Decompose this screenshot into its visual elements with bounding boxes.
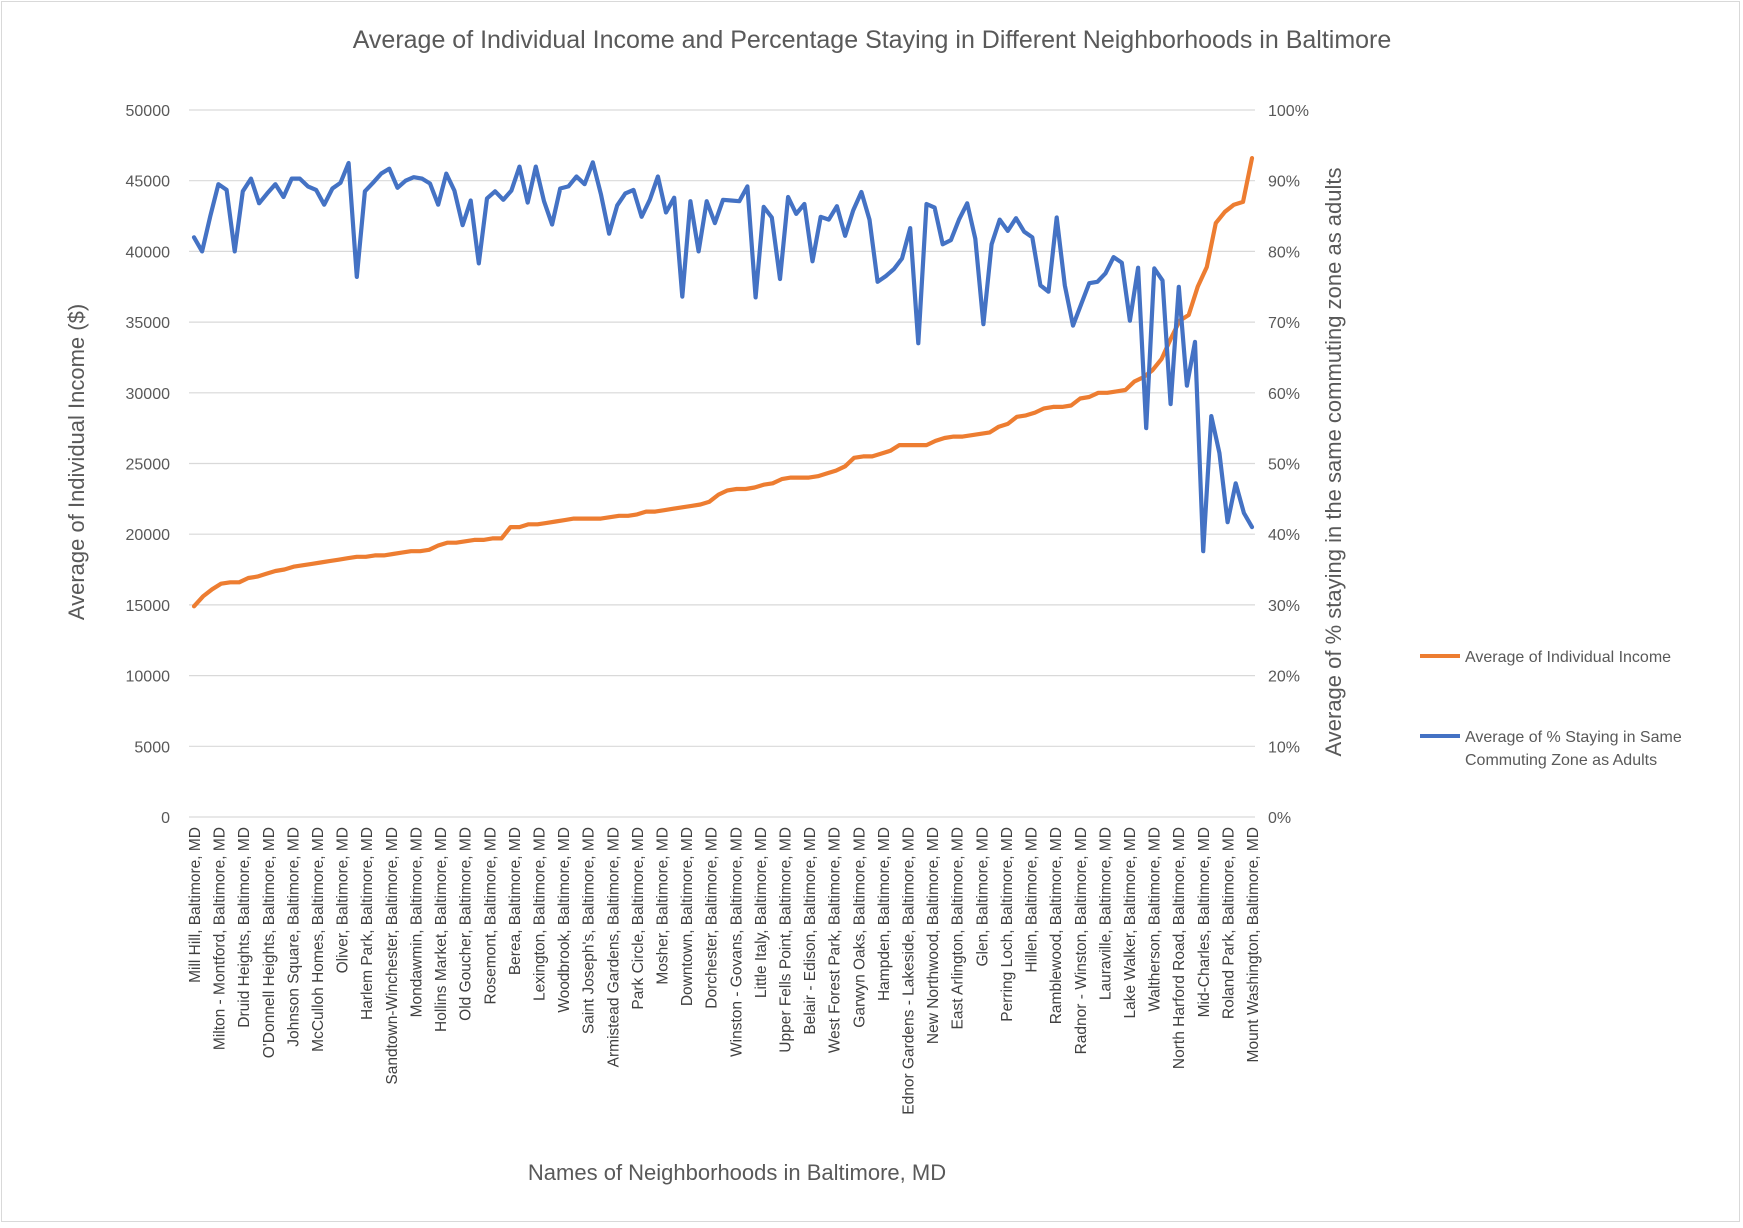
x-tick-label: Sandtown-Winchester, Baltimore, MD xyxy=(384,827,401,1085)
right-axis-ticks: 0% 10% 20% 30% 40% 50% 60% 70% 80% 90% 100% xyxy=(1268,103,1309,827)
x-tick-label: Saint Joseph's, Baltimore, MD xyxy=(581,827,598,1034)
y2-axis-title: Average of % staying in the same commuti… xyxy=(1321,167,1346,756)
x-tick-label: Belair - Edison, Baltimore, MD xyxy=(802,827,819,1035)
x-tick-label: Lauraville, Baltimore, MD xyxy=(1097,827,1114,1000)
x-tick-label: Lake Walker, Baltimore, MD xyxy=(1122,827,1139,1019)
x-tick-label: Johnson Square, Baltimore, MD xyxy=(285,827,302,1047)
y-axis-title: Average of Individual Income ($) xyxy=(64,304,89,620)
x-tick-label: North Harford Road, Baltimore, MD xyxy=(1171,827,1188,1069)
x-tick-label: Rosemont, Baltimore, MD xyxy=(482,827,499,1004)
x-tick-label: Druid Heights, Baltimore, MD xyxy=(236,827,253,1028)
x-tick-label: Winston - Govans, Baltimore, MD xyxy=(728,827,745,1057)
left-axis-ticks: 0 5000 10000 15000 20000 25000 30000 35000 40000… xyxy=(126,103,171,827)
y-tick-label: 30000 xyxy=(126,386,171,403)
x-tick-label: Downtown, Baltimore, MD xyxy=(679,827,696,1006)
y2-tick-label: 70% xyxy=(1268,315,1300,332)
series-lines xyxy=(191,156,1255,609)
y-tick-label: 50000 xyxy=(126,103,171,120)
y-tick-label: 45000 xyxy=(126,174,171,191)
legend-item-income: Average of Individual Income xyxy=(1420,649,1671,666)
legend: Average of Individual Income Average of … xyxy=(1420,649,1686,769)
y-tick-label: 25000 xyxy=(126,457,171,474)
x-axis-title: Names of Neighborhoods in Baltimore, MD xyxy=(528,1160,946,1185)
x-tick-label: Old Goucher, Baltimore, MD xyxy=(458,827,475,1021)
x-tick-label: Mosher, Baltimore, MD xyxy=(655,827,672,985)
y2-tick-label: 50% xyxy=(1268,457,1300,474)
y2-tick-label: 10% xyxy=(1268,739,1300,756)
x-tick-label: New Northwood, Baltimore, MD xyxy=(925,827,942,1044)
x-tick-label: Mondawmin, Baltimore, MD xyxy=(408,827,425,1017)
x-tick-label: Park Circle, Baltimore, MD xyxy=(630,827,647,1010)
legend-label-staying: Average of % Staying in Same Commuting Z… xyxy=(1465,729,1686,769)
x-axis-ticks: Mill Hill, Baltimore, MD Milton - Montfor… xyxy=(187,827,1262,1115)
x-tick-label: Lexington, Baltimore, MD xyxy=(532,827,549,1001)
x-tick-label: Little Italy, Baltimore, MD xyxy=(753,827,770,998)
x-tick-label: Milton - Montford, Baltimore, MD xyxy=(212,827,229,1050)
y2-tick-label: 100% xyxy=(1268,103,1309,120)
y-tick-label: 5000 xyxy=(134,739,170,756)
x-tick-label: Garwyn Oaks, Baltimore, MD xyxy=(851,827,868,1028)
y2-tick-label: 30% xyxy=(1268,598,1300,615)
x-tick-label: Oliver, Baltimore, MD xyxy=(335,827,352,973)
y2-tick-label: 40% xyxy=(1268,527,1300,544)
x-tick-label: O'Donnell Heights, Baltimore, MD xyxy=(261,827,278,1058)
legend-item-staying: Average of % Staying in Same Commuting Z… xyxy=(1420,729,1686,769)
series-line-income xyxy=(191,156,1255,609)
legend-label-income: Average of Individual Income xyxy=(1465,649,1671,666)
series-line-staying xyxy=(191,160,1255,554)
y-tick-label: 20000 xyxy=(126,527,171,544)
x-tick-label: East Arlington, Baltimore, MD xyxy=(950,827,967,1029)
y-tick-label: 15000 xyxy=(126,598,171,615)
y-tick-label: 10000 xyxy=(126,669,171,686)
legend-label-staying-line1: Average of % Staying in Same xyxy=(1465,729,1682,746)
x-tick-label: Waltherson, Baltimore, MD xyxy=(1147,827,1164,1012)
x-tick-label: Mid-Charles, Baltimore, MD xyxy=(1196,827,1213,1017)
x-tick-label: Upper Fells Point, Baltimore, MD xyxy=(778,827,795,1053)
x-tick-label: Armistead Gardens, Baltimore, MD xyxy=(605,827,622,1067)
x-tick-label: McCulloh Homes, Baltimore, MD xyxy=(310,827,327,1052)
y2-tick-label: 0% xyxy=(1268,810,1291,827)
x-tick-label: West Forest Park, Baltimore, MD xyxy=(827,827,844,1053)
x-tick-label: Perring Loch, Baltimore, MD xyxy=(999,827,1016,1022)
chart-title: Average of Individual Income and Percent… xyxy=(353,26,1392,54)
x-tick-label: Hampden, Baltimore, MD xyxy=(876,827,893,1001)
x-tick-label: Berea, Baltimore, MD xyxy=(507,827,524,975)
x-tick-label: Glen, Baltimore, MD xyxy=(974,827,991,967)
y2-tick-label: 20% xyxy=(1268,669,1300,686)
x-tick-label: Hillen, Baltimore, MD xyxy=(1024,827,1041,973)
x-tick-label: Hollins Market, Baltimore, MD xyxy=(433,827,450,1032)
x-tick-label: Dorchester, Baltimore, MD xyxy=(704,827,721,1009)
y-tick-label: 35000 xyxy=(126,315,171,332)
x-tick-label: Woodbrook, Baltimore, MD xyxy=(556,827,573,1013)
y-tick-label: 40000 xyxy=(126,244,171,261)
x-tick-label: Harlem Park, Baltimore, MD xyxy=(359,827,376,1020)
y2-tick-label: 90% xyxy=(1268,174,1300,191)
x-tick-label: Radnor - Winston, Baltimore, MD xyxy=(1073,827,1090,1054)
x-tick-label: Mount Washington, Baltimore, MD xyxy=(1245,827,1262,1062)
x-tick-label: Mill Hill, Baltimore, MD xyxy=(187,827,204,983)
x-tick-label: Roland Park, Baltimore, MD xyxy=(1220,827,1237,1019)
x-tick-label: Ednor Gardens - Lakeside, Baltimore, MD xyxy=(901,827,918,1115)
legend-label-staying-line2: Commuting Zone as Adults xyxy=(1465,752,1657,769)
y-tick-label: 0 xyxy=(161,810,170,827)
gridlines xyxy=(189,109,1255,818)
x-tick-label: Ramblewood, Baltimore, MD xyxy=(1048,827,1065,1024)
y2-tick-label: 80% xyxy=(1268,244,1300,261)
y2-tick-label: 60% xyxy=(1268,386,1300,403)
